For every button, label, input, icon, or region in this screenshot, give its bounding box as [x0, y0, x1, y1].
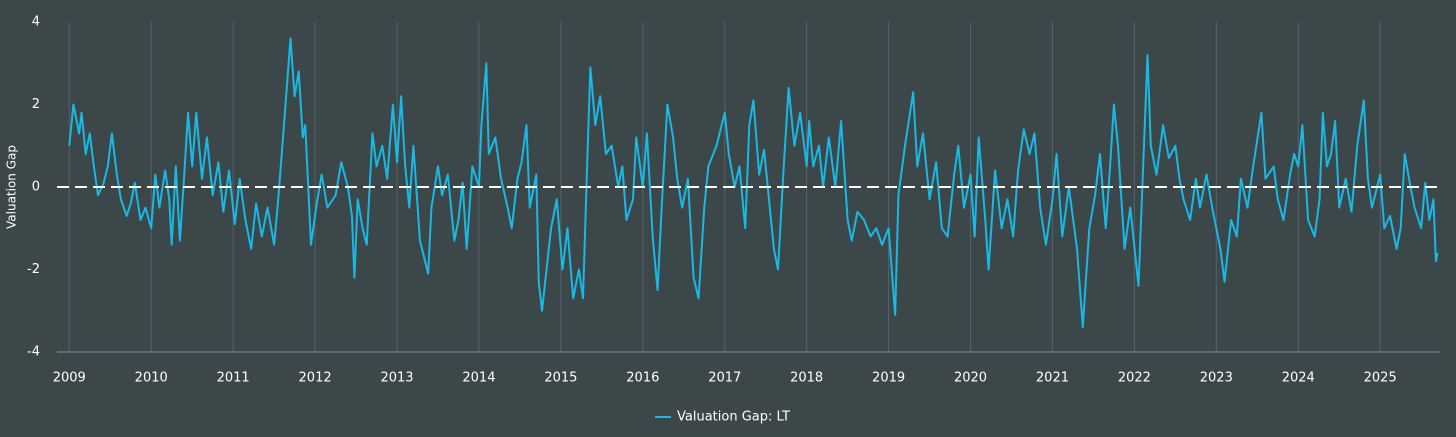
legend-label: Valuation Gap: LT — [677, 410, 790, 425]
x-tick-label: 2012 — [299, 371, 332, 386]
x-tick-label: 2015 — [544, 371, 577, 386]
x-tick-label: 2023 — [1200, 371, 1233, 386]
x-tick-label: 2010 — [135, 371, 168, 386]
x-tick-label: 2021 — [1036, 371, 1069, 386]
y-tick-label: -4 — [27, 345, 40, 360]
x-tick-label: 2017 — [708, 371, 741, 386]
data-line — [68, 37, 1439, 329]
y-tick-label: -2 — [27, 262, 40, 277]
x-tick-label: 2016 — [626, 371, 659, 386]
x-tick-label: 2018 — [790, 371, 823, 386]
y-tick-label: 4 — [32, 15, 40, 30]
x-tick-label: 2022 — [1118, 371, 1151, 386]
x-tick-label: 2011 — [217, 371, 250, 386]
x-tick-label: 2013 — [380, 371, 413, 386]
x-tick-label: 2019 — [872, 371, 905, 386]
x-tick-label: 2025 — [1364, 371, 1397, 386]
y-tick-label: 0 — [32, 180, 40, 195]
y-tick-label: 2 — [32, 97, 40, 112]
x-tick-label: 2024 — [1282, 371, 1315, 386]
x-tick-label: 2009 — [53, 371, 86, 386]
x-tick-label: 2014 — [462, 371, 495, 386]
y-axis-label: Valuation Gap — [5, 145, 19, 229]
x-tick-label: 2020 — [954, 371, 987, 386]
legend: Valuation Gap: LT — [655, 410, 790, 425]
